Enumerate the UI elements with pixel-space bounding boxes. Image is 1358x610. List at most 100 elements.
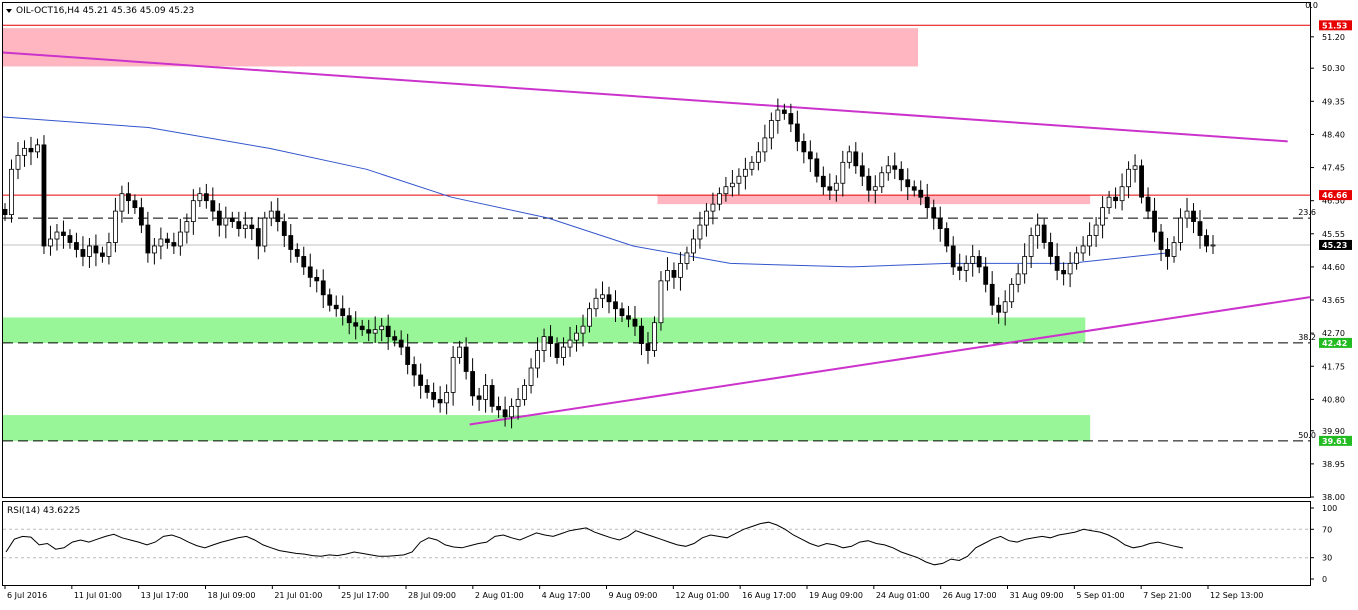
price-tag-1 <box>1319 190 1352 201</box>
candle-body <box>567 339 573 348</box>
candle-body <box>788 113 794 125</box>
candle-body <box>1204 235 1209 247</box>
candle-body <box>1067 263 1073 275</box>
candle-body <box>405 346 411 365</box>
candle-body <box>9 168 14 216</box>
candle-body <box>1041 224 1047 243</box>
price-tag-label-1: 46.66 <box>1322 191 1348 200</box>
candle-body <box>879 172 885 188</box>
candle-body <box>15 154 21 170</box>
candle-body <box>379 325 385 331</box>
rsi-tick-label: 70 <box>1322 525 1332 534</box>
price-tick-label: 48.40 <box>1322 130 1345 139</box>
candle-body <box>509 405 514 418</box>
trendlines-layer <box>2 51 1311 426</box>
candle-body <box>587 308 592 327</box>
time-tick-label: 11 Jul 01:00 <box>74 591 122 600</box>
candle-body <box>1145 196 1151 212</box>
candle-body <box>223 217 229 226</box>
candle-body <box>755 151 761 163</box>
zones-layer <box>3 28 1091 441</box>
price-tick-label: 47.45 <box>1322 164 1345 173</box>
rsi-header: RSI(14) 43.6225 <box>7 506 80 516</box>
candle-body <box>574 332 579 341</box>
candle-body <box>626 315 631 320</box>
time-tick-label: 26 Aug 17:00 <box>943 591 997 600</box>
candle-body <box>431 392 437 400</box>
candle-body <box>853 151 859 167</box>
price-tag-label-3: 42.42 <box>1322 339 1347 348</box>
candle-body <box>203 193 209 202</box>
candle-body <box>794 123 800 142</box>
price-tag-0 <box>1319 20 1352 31</box>
candle-body <box>457 346 463 358</box>
candle-body <box>749 161 755 170</box>
candle-body <box>158 238 164 247</box>
candle-body <box>1191 210 1196 222</box>
candle-body <box>424 385 430 393</box>
candle-body <box>1106 196 1112 209</box>
candle-body <box>905 179 911 188</box>
time-tick-label: 18 Jul 09:00 <box>208 591 256 600</box>
price-tick-label: 42.70 <box>1322 329 1345 338</box>
candle-body <box>444 392 450 404</box>
candle-body <box>1028 235 1034 257</box>
candle-body <box>100 252 105 257</box>
price-tag-2 <box>1319 239 1352 250</box>
candle-body <box>775 109 781 121</box>
candle-body <box>846 151 852 163</box>
candle-body <box>742 168 748 177</box>
menu-triangle-icon[interactable] <box>6 9 12 13</box>
time-tick-label: 2 Aug 01:00 <box>475 591 524 600</box>
candle-body <box>768 120 774 139</box>
rsi-tick-label: 30 <box>1322 554 1332 563</box>
candle-body <box>1178 217 1183 243</box>
candle-body <box>1197 221 1203 236</box>
candle-body <box>872 186 878 191</box>
candle-body <box>619 308 625 317</box>
candle-body <box>1009 283 1015 303</box>
time-tick-label: 19 Aug 09:00 <box>809 591 863 600</box>
candle-body <box>807 151 813 160</box>
time-tick-label: 7 Sep 21:00 <box>1143 591 1191 600</box>
candle-body <box>885 165 891 174</box>
fib-top-label: 0.0 <box>1305 1 1318 10</box>
candle-body <box>314 276 320 282</box>
time-tick-label: 31 Aug 09:00 <box>1010 591 1064 600</box>
candle-body <box>346 315 352 324</box>
price-tick-label: 51.20 <box>1322 33 1345 42</box>
candle-body <box>678 263 683 278</box>
trendline-0 <box>2 51 1288 143</box>
candle-body <box>496 405 501 411</box>
price-tick-label: 41.75 <box>1322 362 1345 371</box>
candle-body <box>554 343 560 358</box>
time-tick-label: 24 Aug 01:00 <box>876 591 930 600</box>
candle-body <box>996 304 1002 313</box>
candle-body <box>1087 235 1093 247</box>
candle-body <box>1048 242 1054 257</box>
candle-body <box>918 189 924 198</box>
candle-body <box>437 398 443 404</box>
candle-body <box>1132 165 1138 170</box>
candle-body <box>113 210 118 243</box>
candle-body <box>1158 231 1164 250</box>
price-tag-label-4: 39.61 <box>1322 437 1348 446</box>
chart-header: OIL-OCT16,H4 45.21 45.36 45.09 45.23 <box>16 6 194 16</box>
candle-body <box>1054 256 1060 271</box>
candle-body <box>522 385 527 400</box>
time-tick-label: 9 Aug 09:00 <box>609 591 658 600</box>
price-tag-label-2: 45.23 <box>1322 241 1347 250</box>
candle-body <box>320 280 326 296</box>
rsi-tick-label: 0 <box>1322 575 1327 584</box>
candle-body <box>132 200 138 209</box>
price-tick-label: 38.00 <box>1322 493 1345 502</box>
candle-body <box>762 137 768 153</box>
candle-body <box>639 325 644 345</box>
time-tick-label: 21 Jul 01:00 <box>274 591 322 600</box>
price-tick-label: 39.90 <box>1322 427 1345 436</box>
candle-body <box>697 224 703 240</box>
candle-body <box>606 294 612 303</box>
candle-body <box>87 245 92 257</box>
candle-body <box>957 266 963 271</box>
